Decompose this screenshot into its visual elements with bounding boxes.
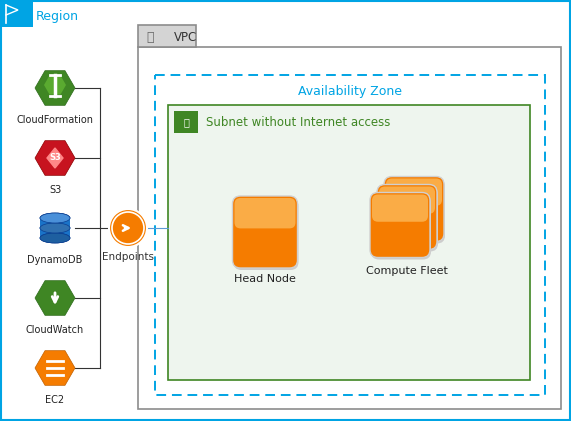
FancyBboxPatch shape [370, 192, 430, 258]
FancyBboxPatch shape [384, 176, 444, 242]
FancyBboxPatch shape [379, 187, 435, 214]
Bar [174, 111, 198, 133]
Ellipse shape [40, 233, 70, 243]
FancyBboxPatch shape [385, 179, 445, 243]
Ellipse shape [40, 213, 70, 223]
FancyBboxPatch shape [378, 187, 438, 251]
Bar [1, 1, 33, 27]
Text: DynamoDB: DynamoDB [27, 255, 83, 265]
Text: Availability Zone: Availability Zone [298, 85, 402, 98]
Text: S3: S3 [49, 185, 61, 195]
FancyBboxPatch shape [234, 198, 299, 270]
FancyBboxPatch shape [232, 196, 297, 268]
Text: Endpoints: Endpoints [102, 252, 154, 262]
Text: VPC: VPC [174, 30, 197, 43]
FancyBboxPatch shape [372, 195, 428, 222]
Text: EC2: EC2 [46, 395, 65, 405]
Text: CloudWatch: CloudWatch [26, 325, 84, 335]
Text: CloudFormation: CloudFormation [17, 115, 94, 125]
Bar [155, 75, 545, 395]
Bar [168, 105, 530, 380]
Circle shape [109, 209, 147, 247]
FancyBboxPatch shape [235, 198, 296, 229]
Text: S3: S3 [49, 154, 61, 163]
FancyBboxPatch shape [386, 179, 442, 206]
Polygon shape [47, 148, 63, 168]
Text: Region: Region [36, 10, 79, 22]
Ellipse shape [40, 233, 70, 243]
Bar [138, 25, 196, 47]
Bar [138, 47, 561, 409]
Ellipse shape [40, 223, 70, 233]
Bar [40, 218, 70, 238]
FancyBboxPatch shape [377, 184, 437, 250]
Ellipse shape [40, 223, 70, 233]
Text: Subnet without Internet access: Subnet without Internet access [206, 115, 391, 128]
Text: ⛅: ⛅ [146, 30, 154, 43]
Ellipse shape [40, 213, 70, 223]
Text: 🔒: 🔒 [183, 117, 189, 127]
FancyBboxPatch shape [371, 195, 431, 259]
Text: Compute Fleet: Compute Fleet [366, 266, 448, 277]
Text: Head Node: Head Node [234, 274, 296, 284]
